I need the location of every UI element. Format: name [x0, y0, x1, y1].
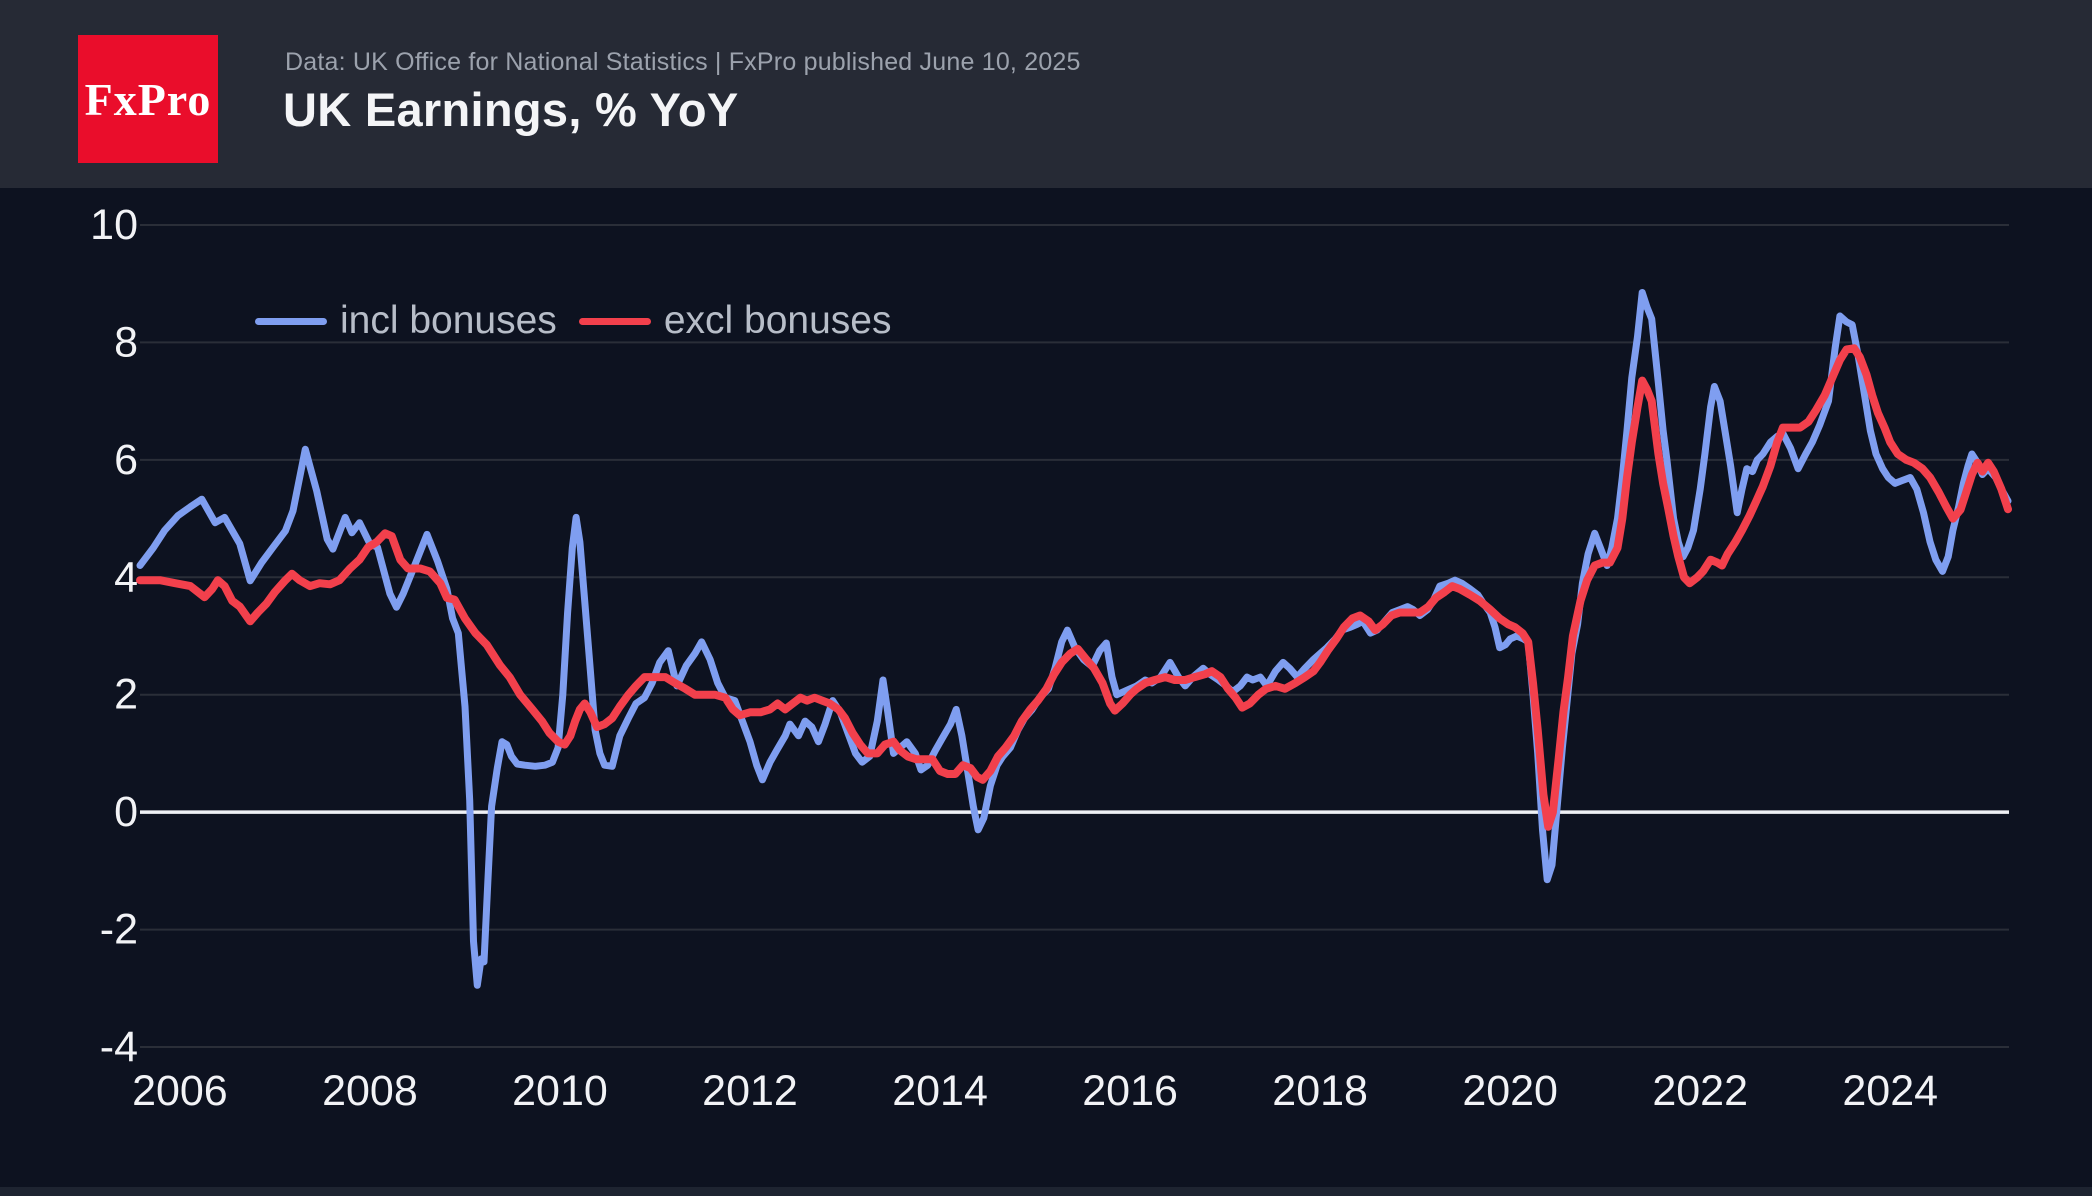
y-axis-label--4: -4 — [100, 1023, 138, 1071]
x-axis-label-2024: 2024 — [1842, 1067, 1938, 1115]
x-axis-label-2010: 2010 — [512, 1067, 608, 1115]
y-axis-label-2: 2 — [114, 671, 138, 719]
legend-label-incl-bonuses: incl bonuses — [340, 299, 557, 342]
y-axis-label-6: 6 — [114, 436, 138, 484]
data-source-caption: Data: UK Office for National Statistics … — [285, 48, 1081, 76]
x-axis-label-2022: 2022 — [1652, 1067, 1748, 1115]
y-axis-label-0: 0 — [114, 788, 138, 836]
x-axis-label-2006: 2006 — [132, 1067, 228, 1115]
y-axis-label--2: -2 — [100, 906, 138, 954]
y-axis-label-8: 8 — [114, 318, 138, 366]
page-title: UK Earnings, % YoY — [283, 83, 739, 136]
x-axis-label-2018: 2018 — [1272, 1067, 1368, 1115]
legend-item-excl-bonuses: excl bonuses — [578, 299, 892, 343]
footer-strip — [0, 1187, 2092, 1196]
header-bar: FxPro Data: UK Office for National Stati… — [0, 0, 2092, 188]
x-axis-label-2012: 2012 — [702, 1067, 798, 1115]
x-axis-label-2008: 2008 — [322, 1067, 418, 1115]
y-axis-label-4: 4 — [114, 553, 138, 601]
series-line-excl_bonuses — [136, 344, 2012, 831]
chart-legend: incl bonuses excl bonuses — [255, 299, 891, 343]
incl-bonuses-line-swatch-icon — [255, 317, 327, 325]
x-axis-label-2016: 2016 — [1082, 1067, 1178, 1115]
excl-bonuses-line-swatch-icon — [578, 317, 651, 325]
x-axis-label-2020: 2020 — [1462, 1067, 1558, 1115]
legend-label-excl-bonuses: excl bonuses — [663, 299, 892, 342]
fxpro-logo-text: FxPro — [84, 73, 212, 125]
fxpro-logo: FxPro — [78, 35, 218, 163]
legend-item-incl-bonuses: incl bonuses — [255, 299, 557, 343]
y-axis-label-10: 10 — [90, 201, 138, 249]
x-axis-label-2014: 2014 — [892, 1067, 988, 1115]
series-line-incl_bonuses — [136, 289, 2012, 989]
